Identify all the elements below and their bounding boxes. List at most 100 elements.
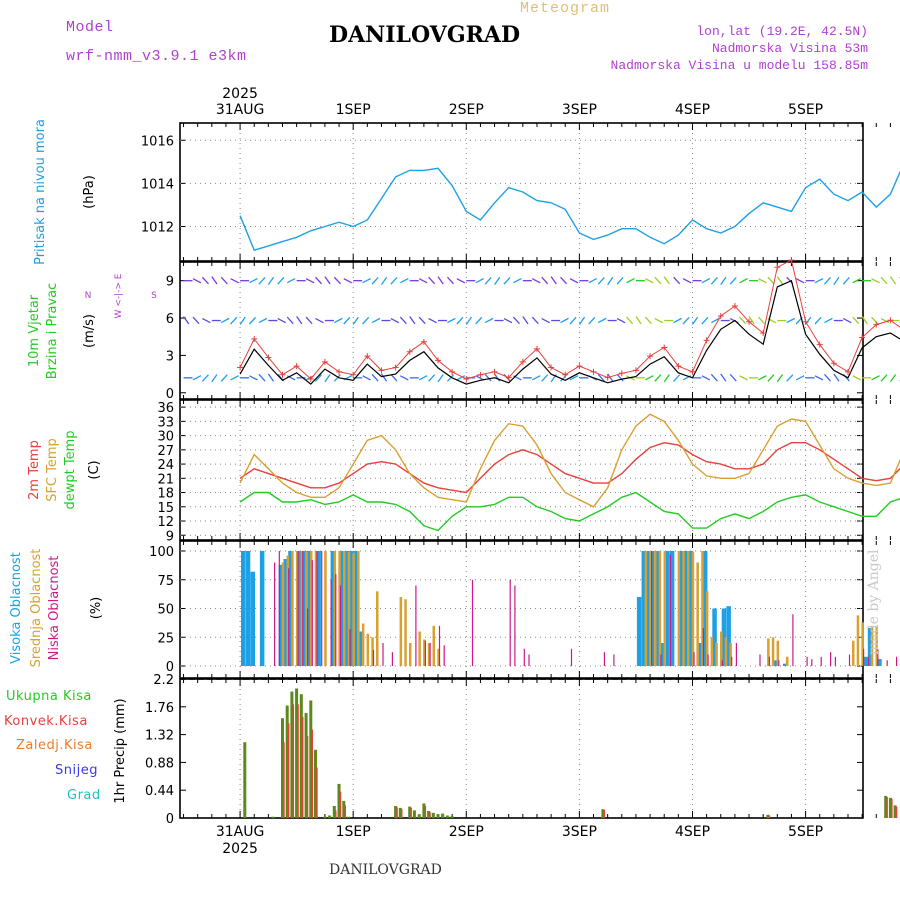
precip-total-bar [412,810,416,818]
y-tick-label: 50 [157,603,174,618]
temp-line-1 [239,413,900,508]
wind-arrow [418,375,428,381]
wind-arrow [616,317,626,324]
cloud-unit-label: (%) [89,597,104,620]
wind-compass-s: S [151,291,157,301]
precip-convective-bar [886,797,888,818]
wind-arrow [729,373,737,382]
wind-arrow [220,317,230,324]
wind-arrow [607,276,614,286]
wind-arrow [833,276,840,286]
precip-convective-bar [311,729,313,818]
footer-station: DANILOVGRAD [329,862,442,878]
cloud-bar-1 [852,640,855,666]
cloud-bar-0 [702,551,708,666]
cloud-bar-1 [404,599,407,666]
wind-arrow [484,277,492,285]
y-tick-label: 1.76 [145,701,174,716]
wind-arrow [258,317,268,324]
cloud-bar-0 [877,659,882,666]
y-tick-label: 75 [157,574,174,589]
cloud-bar-1 [767,638,770,666]
cloud-bar-1 [305,552,308,666]
wind-unit-label: (m/s) [82,314,97,348]
precip-legend-2: Zaledj.Kisa [16,738,93,753]
top-date-label: 5SEP [788,102,823,118]
cloud-bar-2 [382,643,384,666]
y-tick-label: 0 [166,387,174,402]
wind-arrow [324,276,331,285]
wind-arrow [795,278,805,284]
cloud-bar-2 [288,568,290,667]
wind-arrow [513,277,522,284]
cloud-bar-2 [693,652,695,666]
wind-arrow [371,277,379,285]
wind-arrow [739,375,748,381]
cloud-bar-2 [570,648,573,667]
top-date-label: 4SEP [675,102,710,118]
cloud-bar-2 [603,652,605,666]
cloud-bar-2 [811,659,813,666]
wind-arrow [428,317,437,324]
precip-total-bar [601,809,605,818]
y-tick-label: 1014 [141,177,174,192]
cloud-bar-1 [291,551,294,666]
y-tick-label: 2.2 [153,673,174,688]
wind-arrow [823,373,831,382]
cloud-bar-2 [806,656,808,666]
cloud-bar-2 [877,648,879,667]
model-elevation-label: Nadmorska Visina u modelu 158.85m [610,58,868,73]
wind-arrow [475,316,483,325]
wind-arrow [390,317,400,324]
cloud-bar-2 [274,562,276,666]
cloud-bar-1 [366,633,370,666]
wind-arrow [334,317,343,324]
precip-total-bar [884,795,888,818]
wind-arrow [588,316,596,325]
cloud-bar-1 [644,551,648,666]
wind-arrow [597,317,607,324]
wind-arrow [531,278,541,284]
cloud-bar-2 [848,654,851,666]
wind-arrow [418,316,426,325]
cloud-bar-1 [729,643,732,666]
cloud-bar-0 [302,551,307,666]
wind-arrow [418,278,428,284]
cloud-bar-1 [771,637,775,667]
precip-convective-bar [603,809,606,818]
cloud-bar-1 [343,551,346,666]
cloud-bar-1 [338,551,341,666]
cloud-bar-1 [682,551,685,666]
cloud-bar-0 [721,608,727,666]
precip-total-bar [398,807,402,818]
cloud-bar-0 [646,551,651,666]
cloud-bar-1 [677,551,681,666]
wind-arrow [465,316,472,325]
precip-total-bar [408,806,412,818]
cloud-bar-0 [358,631,364,666]
cloud-bar-1 [427,643,431,666]
wind-arrow [258,373,266,382]
y-tick-label: 3 [166,349,174,364]
cloud-bar-1 [870,625,874,667]
pressure-line [239,167,900,252]
wind-arrow [663,276,670,285]
cloud-bar-1 [347,552,351,666]
cloud-bar-1 [333,551,337,666]
cloud-bar-0 [651,551,656,666]
wind-arrow [192,375,202,381]
wind-arrow [880,276,888,285]
wind-arrow [541,317,550,324]
wind-arrow [880,317,890,324]
y-tick-label: 1.32 [145,729,174,744]
precip-convective-bar [891,799,893,818]
precip-total-bar [431,812,435,818]
cloud-bar-2 [278,551,280,666]
bottom-year-label: 2025 [222,841,258,857]
y-tick-label: 9 [166,529,174,544]
cloud-bar-2 [471,579,474,667]
precip-legend-1: Konvek.Kisa [4,714,88,729]
model-label: Model [66,19,114,36]
wind-arrow [814,277,824,284]
